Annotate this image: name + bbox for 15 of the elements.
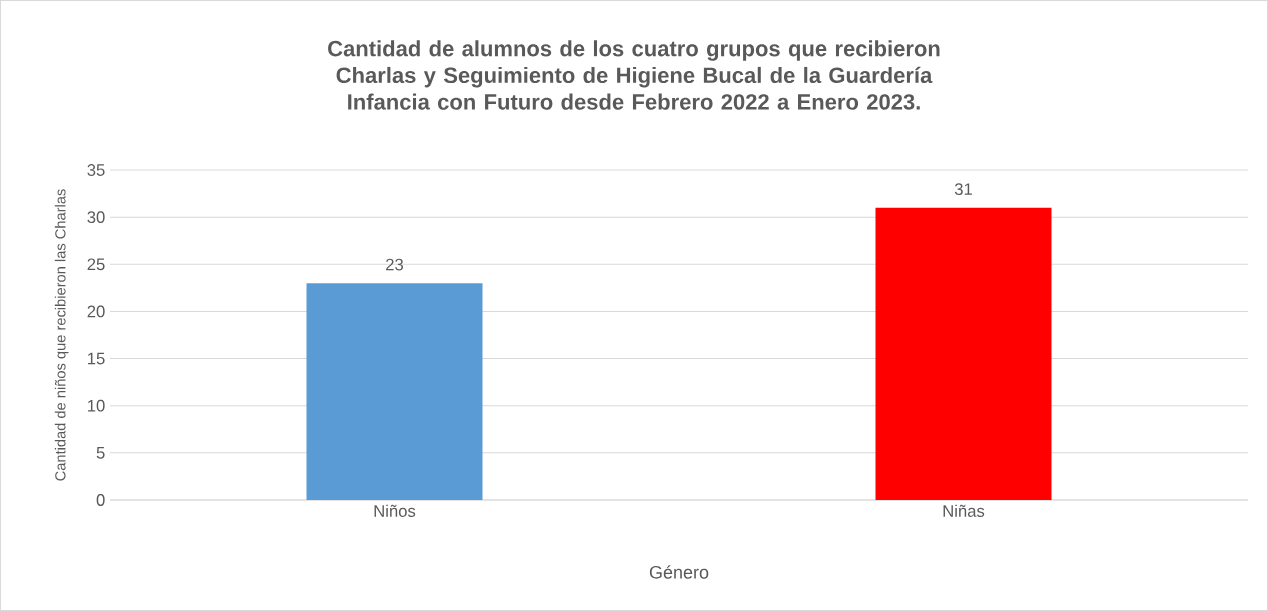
x-tick-label: Niñas — [943, 504, 985, 517]
y-tick-label: 30 — [87, 211, 105, 224]
chart-title: Cantidad de alumnos de los cuatro grupos que recibieron Charlas y Seguimiento de Higiene Bucal de la Guardería Infancia con Futuro desde Febrero 2022 a Enero 2023. — [328, 40, 940, 110]
y-tick-label: 10 — [88, 399, 105, 412]
x-tick-label: Niños — [374, 504, 416, 517]
y-tick-label: 15 — [88, 352, 105, 365]
x-axis-title: Género — [649, 565, 709, 579]
y-tick-label: 35 — [87, 164, 105, 176]
y-axis-title: Cantidad de niños que recibieron las Charlas — [54, 189, 69, 481]
y-tick-label: 0 — [96, 494, 105, 506]
y-tick-label: 5 — [96, 447, 105, 459]
y-tick-label: 20 — [87, 305, 105, 318]
y-tick-label: 25 — [87, 258, 105, 271]
data-label: 23 — [386, 258, 404, 271]
data-label: 31 — [954, 183, 972, 196]
